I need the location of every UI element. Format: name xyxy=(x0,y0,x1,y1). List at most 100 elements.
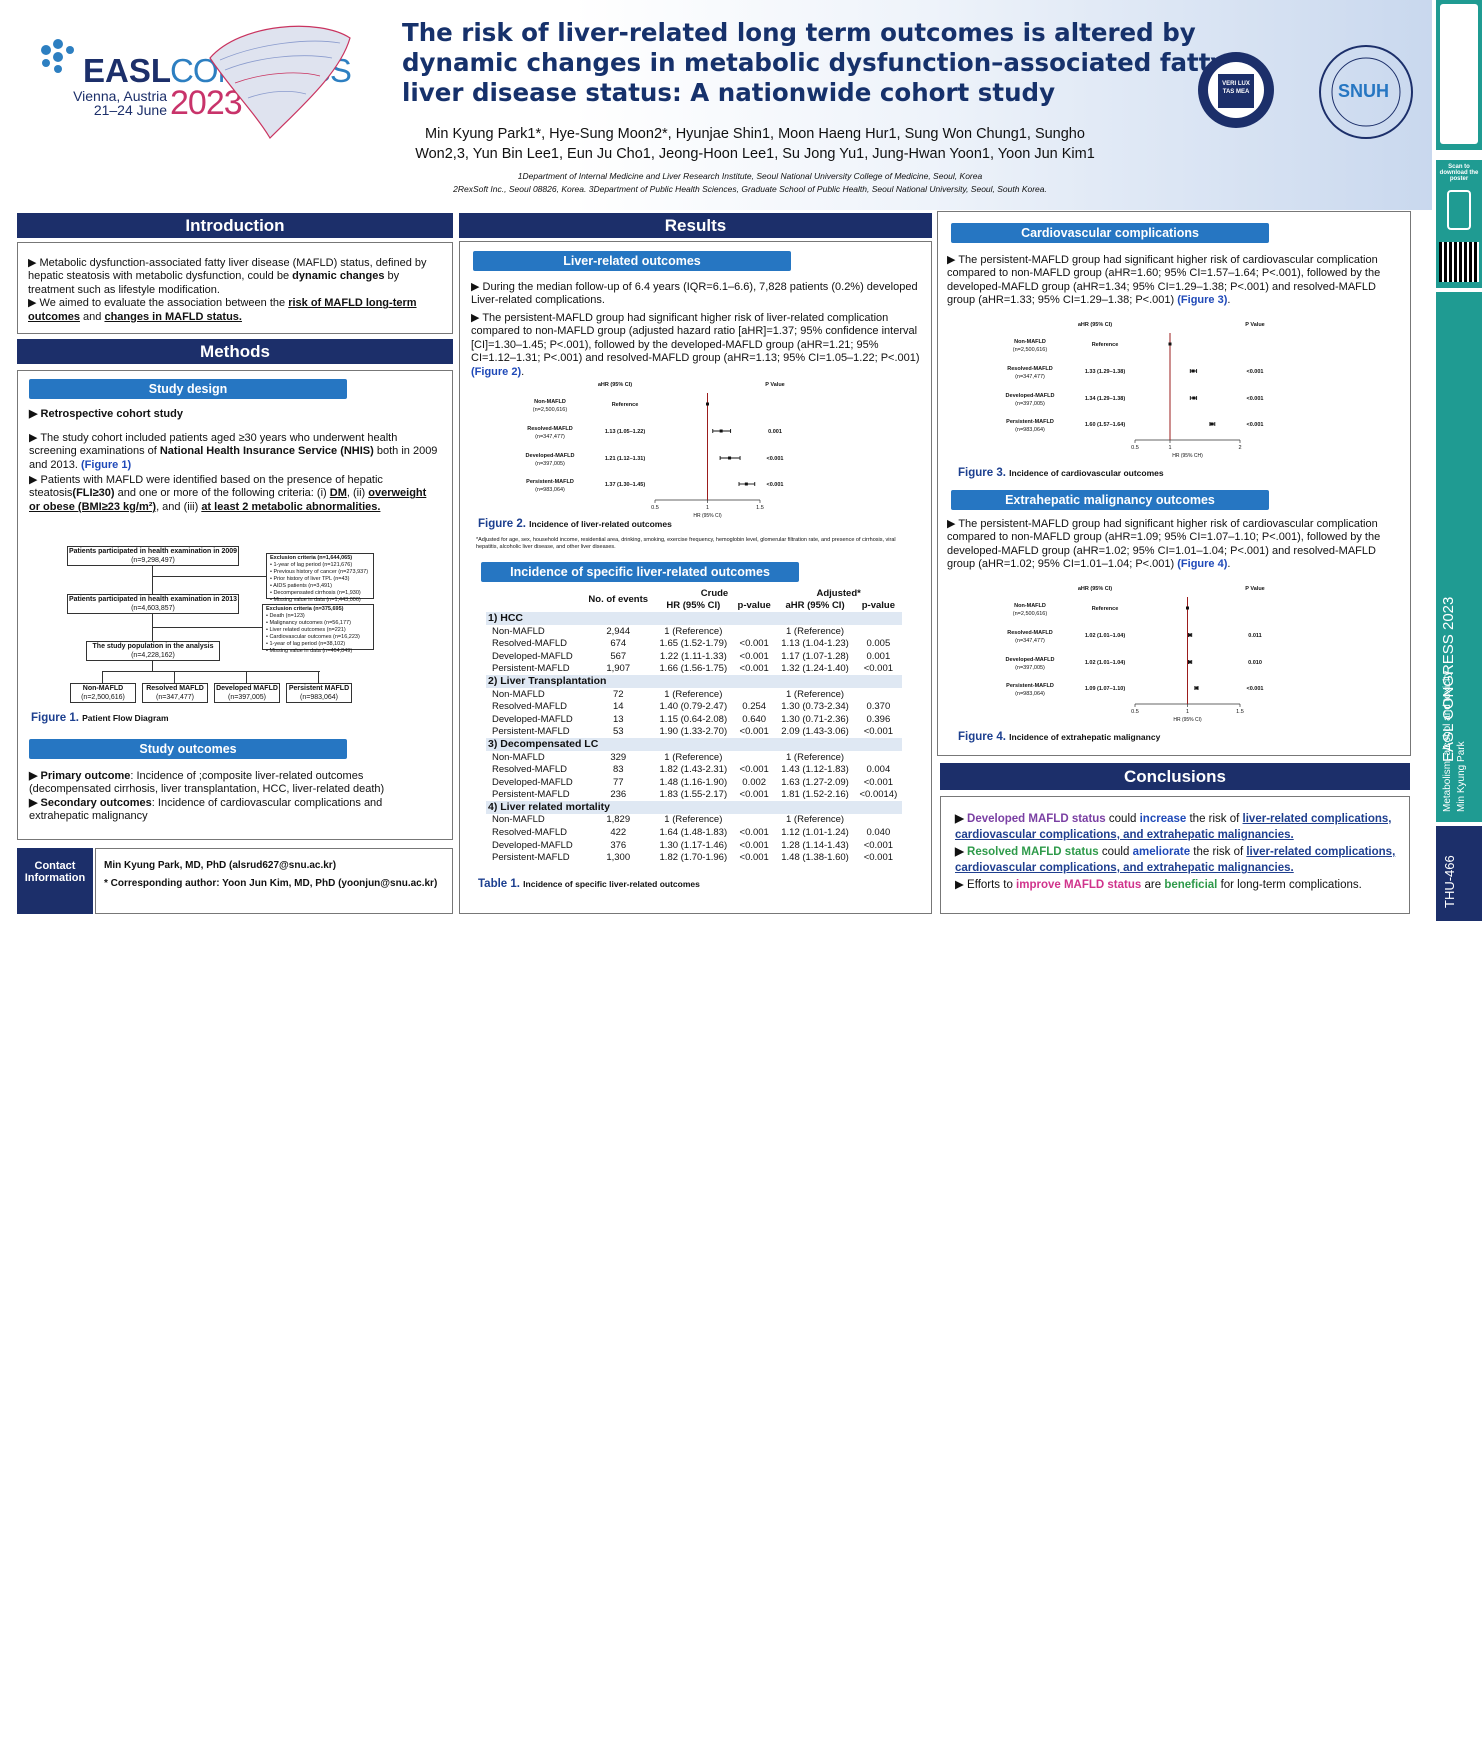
methods-p2f: overweight or obese (BMI≥23 kg/m²) xyxy=(29,487,427,513)
c1-developed: Developed MAFLD status xyxy=(967,813,1106,825)
table-header-blank xyxy=(486,587,583,600)
c3-text: ▶ Efforts to xyxy=(955,879,1017,891)
flow-connector xyxy=(152,627,262,628)
table-cell: <0.001 xyxy=(739,650,769,662)
methods-heading: Methods xyxy=(17,339,453,364)
cardio-text: ▶ The persistent-MAFLD group had signifi… xyxy=(947,254,1381,307)
exclusion-item: • 1-year of lag period (n=121,676) xyxy=(270,562,353,568)
c2-ameliorate: ameliorate xyxy=(1132,846,1191,858)
sidebar-scan-box: Scan to download the poster xyxy=(1436,160,1482,288)
fig3-label: Figure 3. xyxy=(958,467,1006,479)
fig4-label: Figure 4. xyxy=(958,731,1006,743)
easl-city: Vienna, Austria 21–24 June xyxy=(62,89,167,117)
forest-group-name: Developed-MAFLD xyxy=(526,453,575,459)
exclusion-item: • Prior history of liver TPL (n=43) xyxy=(270,576,350,582)
methods-p2d: DM xyxy=(329,487,347,500)
forest-hr-text: 1.02 (1.01–1.04) xyxy=(1085,660,1126,666)
forest-group-n: (n=347,477) xyxy=(1015,638,1045,644)
seal-text: VERI LUX TAS MEA xyxy=(1222,81,1250,95)
primary-text: : Incidence of ;composite liver-related … xyxy=(29,770,385,796)
table-cell: 2,944 xyxy=(606,625,631,637)
flow-box-study: The study population in the analysis (n=4… xyxy=(86,641,220,661)
conclusion-1: ▶ Developed MAFLD status could increase … xyxy=(955,811,1401,843)
easl-year: 2023 xyxy=(170,84,243,122)
table-cell: 53 xyxy=(612,726,624,738)
table-cell: 1.30 (1.17-1.46) xyxy=(659,839,728,851)
forest-x-label: HR (95% CI) xyxy=(693,513,722,518)
results-p1: ▶ During the median follow-up of 6.4 yea… xyxy=(471,281,918,307)
adjust-note: *Adjusted for age, sex, household income… xyxy=(476,537,896,550)
forest-tick-label: 0.5 xyxy=(1131,445,1139,451)
forest-x-label: HR (95% CI) xyxy=(1173,717,1202,723)
c2-resolved: Resolved MAFLD status xyxy=(967,846,1099,858)
c1-could: could xyxy=(1105,813,1140,825)
exclusion-item: • Liver related outcomes (n=221) xyxy=(266,627,346,633)
intro-box: ▶ Metabolic dysfunction-associated fatty… xyxy=(17,242,453,334)
forest-p-value: 0.010 xyxy=(1248,660,1262,666)
forest-p-value: 0.011 xyxy=(1248,633,1261,639)
forest-hr-text: Reference xyxy=(1092,342,1119,348)
figure1-link[interactable]: (Figure 1) xyxy=(81,458,132,471)
forest-point xyxy=(728,456,732,460)
flow-box3-text: The study population in the analysis xyxy=(92,643,214,650)
exclusion-item: • Missing value in data (n=1,443,006) xyxy=(270,597,361,603)
table-cell: <0.001 xyxy=(739,852,769,864)
table-cell: <0.001 xyxy=(863,852,894,864)
methods-p1b: National Health Insurance Service (NHIS) xyxy=(159,445,374,458)
c1-bullet: ▶ xyxy=(955,813,968,825)
table-cell: <0.001 xyxy=(863,839,894,851)
table-cell: Resolved-MAFLD xyxy=(492,827,567,839)
forest-tick-label: 1.5 xyxy=(1236,709,1244,715)
easl-city-line: Vienna, Austria xyxy=(73,88,167,104)
table-cell: 0.396 xyxy=(866,713,891,725)
forest-group-name: Resolved-MAFLD xyxy=(1007,366,1053,372)
table-cell: 1 (Reference) xyxy=(786,751,845,763)
contact-line2[interactable]: * Corresponding author: Yoon Jun Kim, MD… xyxy=(104,878,438,889)
flow-box3-n: (n=4,228,162) xyxy=(131,652,175,659)
intro-p2d: changes in MAFLD status. xyxy=(104,310,242,323)
table1-caption: Table 1. Incidence of specific liver-rel… xyxy=(478,878,700,890)
ex1-list: • 1-year of lag period (n=121,676) • Prev… xyxy=(270,562,370,604)
flow-box2-text: Patients participated in health examinat… xyxy=(68,596,238,603)
table-cell: 77 xyxy=(612,776,624,788)
table-cell: 1.43 (1.12-1.83) xyxy=(781,764,849,776)
table-cell: 1.30 (0.73-2.34) xyxy=(781,701,849,713)
qr-code[interactable] xyxy=(1439,242,1479,282)
flow-group-box: Developed MAFLD (n=397,005) xyxy=(214,683,280,703)
forest-group-n: (n=983,064) xyxy=(1015,691,1045,697)
table-row: Persistent-MAFLD 1,300 1.82 (1.70-1.96) <0.… xyxy=(486,851,902,864)
flow-connector xyxy=(102,671,103,683)
contact-line1[interactable]: Min Kyung Park, MD, PhD (alsrud627@snu.a… xyxy=(104,860,337,871)
table-cell: 1,300 xyxy=(606,852,631,864)
liver-outcomes-pill: Liver-related outcomes xyxy=(473,251,791,271)
table-cell: 1 (Reference) xyxy=(786,688,845,700)
forest-group-n: (n=2,500,616) xyxy=(1013,611,1048,617)
table-section-row: 4) Liver related mortality xyxy=(486,801,902,814)
forest-group-name: Non-MAFLD xyxy=(1014,339,1046,345)
intro-p2b: risk of MAFLD long-term outcomes xyxy=(28,297,417,323)
table1-label: Table 1. xyxy=(478,878,520,890)
table-cell: 1 (Reference) xyxy=(786,814,845,826)
table-cell: 1.17 (1.07-1.28) xyxy=(781,650,849,662)
figure4-link[interactable]: (Figure 4) xyxy=(1177,558,1228,571)
header-p: p-value xyxy=(737,600,771,612)
forest-p-value: 0.001 xyxy=(768,429,782,435)
forest-col2-header: P Value xyxy=(1245,322,1264,328)
figure3-link[interactable]: (Figure 3) xyxy=(1177,294,1228,307)
table-cell: <0.001 xyxy=(739,638,769,650)
liver-illustration xyxy=(209,25,351,139)
forest-tick-label: 1 xyxy=(1168,445,1171,451)
intro-p1c: by treatment such as lifestyle modificat… xyxy=(28,270,400,296)
group-name: Persistent MAFLD xyxy=(288,685,350,692)
methods-p1a: ▶ The study cohort included patients age… xyxy=(29,432,398,458)
exclusion-item: • Previous history of cancer (n=273,937) xyxy=(270,569,369,575)
table-cell: 1.81 (1.52-2.16) xyxy=(781,789,849,801)
methods-p1: ▶ The study cohort included patients age… xyxy=(29,432,439,472)
table-cell: 1.83 (1.55-2.17) xyxy=(659,789,728,801)
fig2-label: Figure 2. xyxy=(478,518,526,530)
table-row: Resolved-MAFLD 422 1.64 (1.48-1.83) <0.001 1… xyxy=(486,826,902,839)
tag-text: EASL2023 xyxy=(1440,1733,1479,1742)
exclusion-item: • AIDS patients (n=3,491) xyxy=(270,583,333,589)
fig3-title: Incidence of cardiovascular outcomes xyxy=(1009,468,1164,478)
figure2-link[interactable]: (Figure 2) xyxy=(471,365,522,378)
